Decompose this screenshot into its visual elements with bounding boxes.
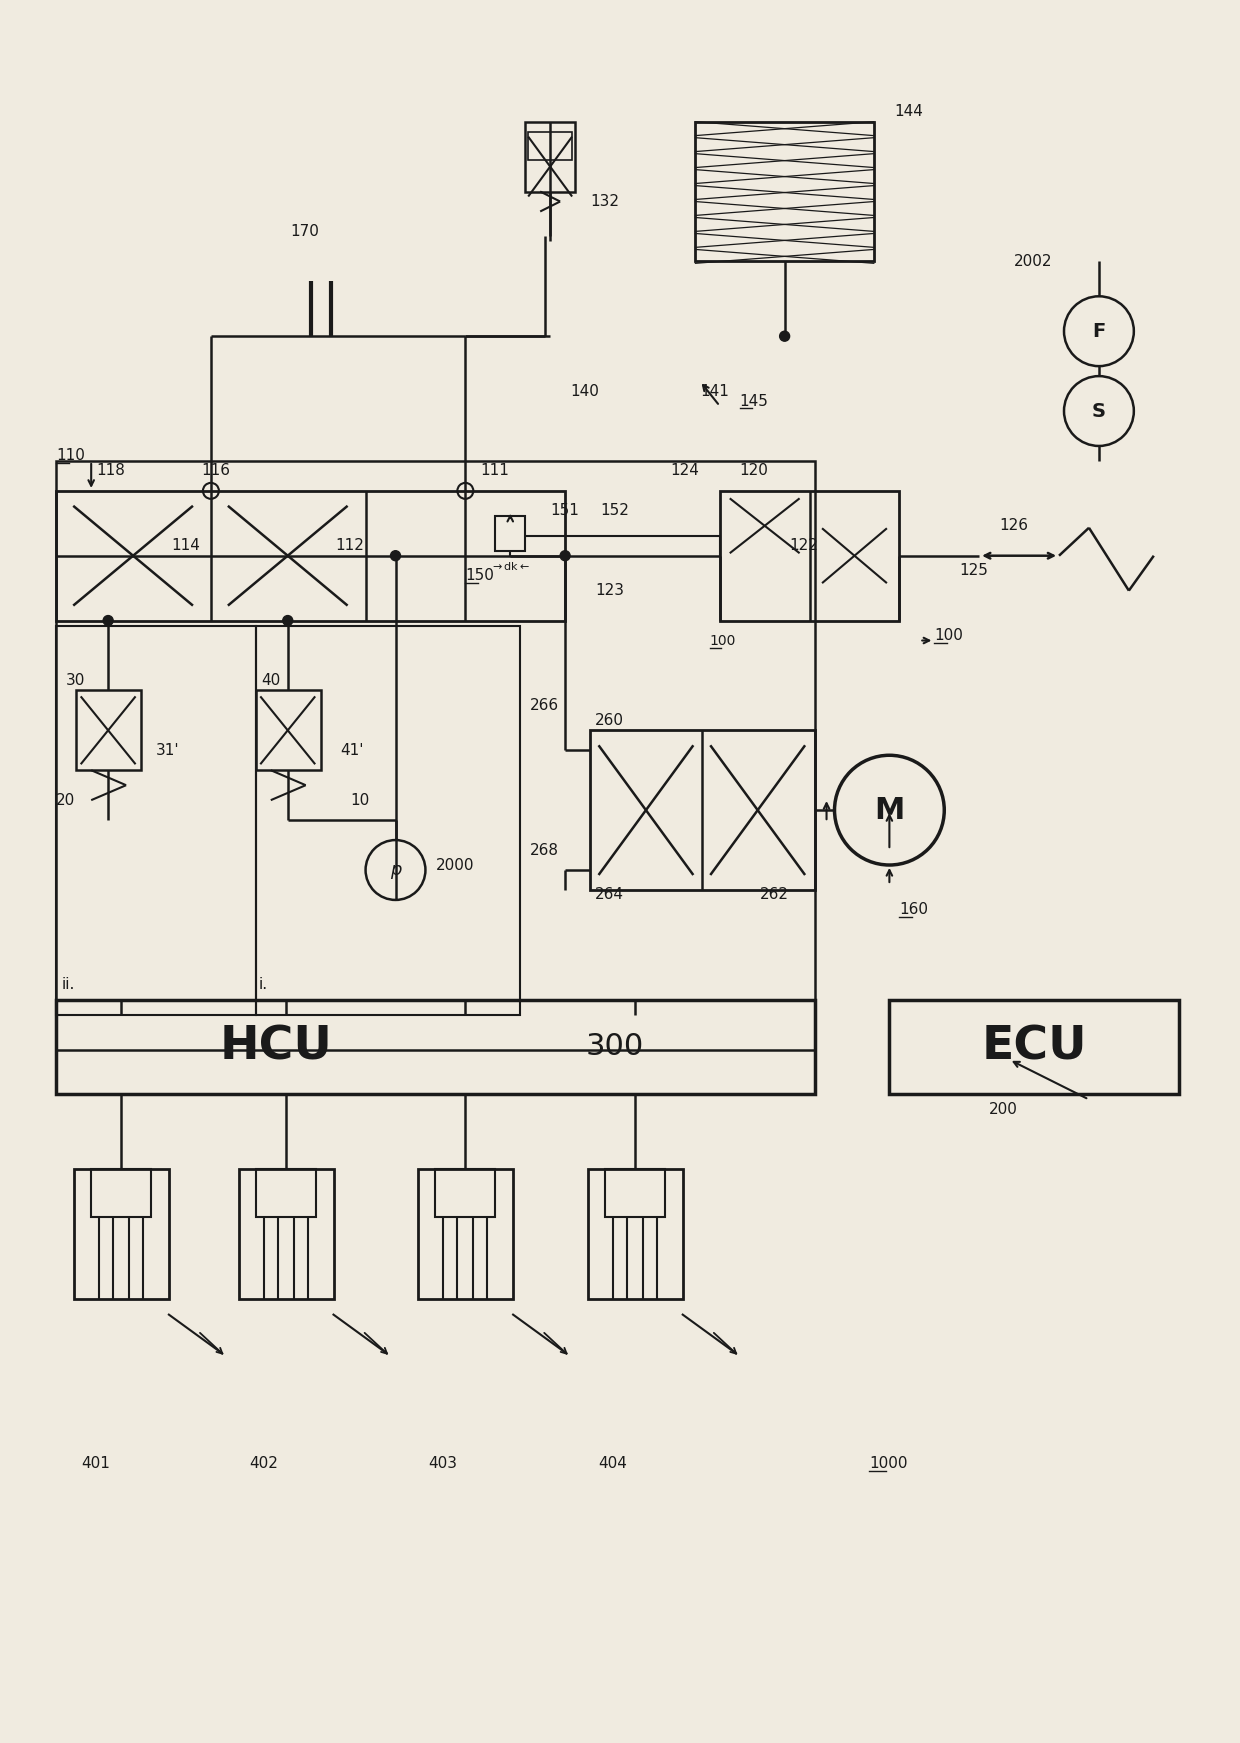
Text: 132: 132 — [590, 193, 619, 209]
Bar — [528, 132, 572, 160]
Text: 100: 100 — [709, 633, 737, 647]
Text: 120: 120 — [740, 464, 769, 478]
Text: 124: 124 — [670, 464, 699, 478]
Text: 110: 110 — [56, 448, 86, 464]
Bar — [495, 516, 526, 551]
Text: $\rightarrow$dk$\leftarrow$: $\rightarrow$dk$\leftarrow$ — [490, 560, 531, 572]
Bar — [694, 122, 874, 261]
Text: i.: i. — [259, 978, 268, 992]
Text: ECU: ECU — [981, 1025, 1087, 1068]
Text: S: S — [1092, 401, 1106, 420]
Bar — [255, 1170, 316, 1217]
Text: F: F — [1092, 322, 1106, 340]
Text: 111: 111 — [480, 464, 510, 478]
Text: 118: 118 — [97, 464, 125, 478]
Bar — [56, 1000, 815, 1095]
Text: HCU: HCU — [219, 1025, 332, 1068]
Text: 268: 268 — [531, 842, 559, 858]
Text: 200: 200 — [990, 1102, 1018, 1117]
Text: 262: 262 — [760, 887, 789, 903]
Text: 401: 401 — [81, 1455, 110, 1471]
Text: 116: 116 — [201, 464, 229, 478]
Text: 31': 31' — [156, 743, 180, 758]
Circle shape — [283, 615, 293, 626]
Text: 144: 144 — [894, 105, 924, 119]
Text: 403: 403 — [429, 1455, 458, 1471]
Text: 126: 126 — [999, 518, 1028, 533]
Bar — [588, 1170, 683, 1299]
Bar — [605, 1170, 665, 1217]
Circle shape — [560, 551, 570, 561]
Text: 100: 100 — [934, 627, 963, 643]
Bar — [56, 460, 815, 1049]
Circle shape — [780, 331, 790, 342]
Text: 170: 170 — [290, 223, 320, 239]
Text: 1000: 1000 — [869, 1455, 908, 1471]
Text: 152: 152 — [600, 504, 629, 518]
Text: ii.: ii. — [61, 978, 74, 992]
Text: 122: 122 — [790, 539, 818, 553]
Bar — [590, 730, 815, 891]
Bar — [76, 690, 141, 770]
Bar — [255, 690, 321, 770]
Bar — [418, 1170, 513, 1299]
Text: 40: 40 — [260, 673, 280, 688]
Text: 30: 30 — [66, 673, 86, 688]
Text: M: M — [874, 795, 905, 824]
Text: 150: 150 — [465, 568, 495, 584]
Bar — [526, 122, 575, 192]
Text: 2000: 2000 — [435, 858, 474, 873]
Text: 145: 145 — [740, 394, 769, 408]
Text: 20: 20 — [56, 793, 76, 807]
Text: 402: 402 — [249, 1455, 278, 1471]
Text: 123: 123 — [595, 584, 624, 598]
Text: 300: 300 — [585, 1032, 644, 1061]
Text: 141: 141 — [699, 383, 729, 399]
Bar — [889, 1000, 1179, 1095]
Bar — [435, 1170, 495, 1217]
Circle shape — [103, 615, 113, 626]
Text: 140: 140 — [570, 383, 599, 399]
Bar — [92, 1170, 151, 1217]
Text: 10: 10 — [351, 793, 370, 807]
Bar — [719, 492, 899, 621]
Text: 151: 151 — [551, 504, 579, 518]
Text: 266: 266 — [531, 697, 559, 713]
Bar — [239, 1170, 334, 1299]
Circle shape — [391, 551, 401, 561]
Bar — [74, 1170, 169, 1299]
Bar — [56, 492, 565, 621]
Bar — [56, 626, 255, 1014]
Text: 112: 112 — [336, 539, 365, 553]
Text: 404: 404 — [598, 1455, 627, 1471]
Text: 114: 114 — [171, 539, 200, 553]
Text: 260: 260 — [595, 713, 624, 729]
Text: 2002: 2002 — [1014, 254, 1053, 268]
Bar — [255, 626, 521, 1014]
Text: 41': 41' — [341, 743, 365, 758]
Text: p: p — [389, 861, 402, 878]
Text: 264: 264 — [595, 887, 624, 903]
Text: 160: 160 — [899, 903, 929, 917]
Text: 125: 125 — [960, 563, 988, 579]
